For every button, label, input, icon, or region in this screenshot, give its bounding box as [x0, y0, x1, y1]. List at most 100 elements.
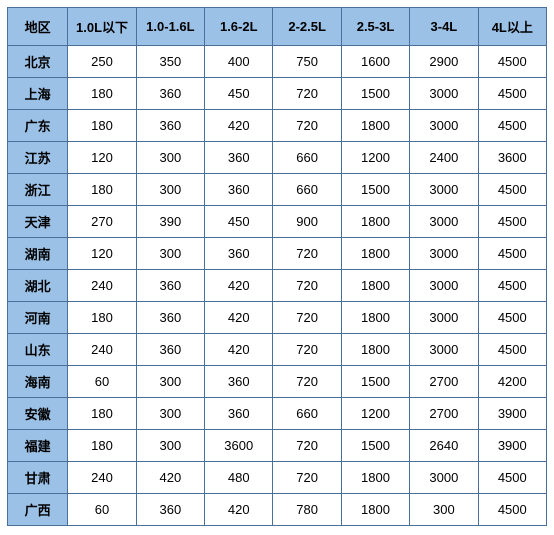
data-cell: 360 — [136, 270, 204, 302]
col-header: 1.0-1.6L — [136, 8, 204, 46]
data-cell: 3000 — [410, 302, 478, 334]
data-cell: 180 — [68, 78, 136, 110]
table-row: 福建1803003600720150026403900 — [8, 430, 547, 462]
data-cell: 420 — [205, 110, 273, 142]
table-row: 湖南120300360720180030004500 — [8, 238, 547, 270]
data-cell: 3000 — [410, 174, 478, 206]
table-row: 山东240360420720180030004500 — [8, 334, 547, 366]
region-cell: 湖北 — [8, 270, 68, 302]
data-cell: 180 — [68, 398, 136, 430]
region-cell: 上海 — [8, 78, 68, 110]
data-cell: 300 — [136, 398, 204, 430]
data-cell: 1500 — [341, 78, 409, 110]
region-cell: 福建 — [8, 430, 68, 462]
data-cell: 750 — [273, 46, 341, 78]
col-header: 2.5-3L — [341, 8, 409, 46]
data-cell: 4500 — [478, 174, 546, 206]
data-cell: 450 — [205, 206, 273, 238]
data-cell: 1800 — [341, 238, 409, 270]
data-cell: 360 — [205, 142, 273, 174]
data-cell: 300 — [136, 366, 204, 398]
data-cell: 240 — [68, 334, 136, 366]
data-cell: 360 — [205, 398, 273, 430]
table-row: 河南180360420720180030004500 — [8, 302, 547, 334]
data-cell: 420 — [205, 334, 273, 366]
region-cell: 北京 — [8, 46, 68, 78]
data-cell: 360 — [136, 334, 204, 366]
region-cell: 天津 — [8, 206, 68, 238]
col-header: 地区 — [8, 8, 68, 46]
data-cell: 400 — [205, 46, 273, 78]
data-cell: 720 — [273, 110, 341, 142]
data-cell: 720 — [273, 270, 341, 302]
data-cell: 660 — [273, 398, 341, 430]
data-cell: 360 — [205, 238, 273, 270]
data-cell: 720 — [273, 430, 341, 462]
data-cell: 3900 — [478, 398, 546, 430]
data-cell: 4500 — [478, 270, 546, 302]
col-header: 4L以上 — [478, 8, 546, 46]
col-header: 1.0L以下 — [68, 8, 136, 46]
data-cell: 360 — [136, 302, 204, 334]
data-cell: 1800 — [341, 462, 409, 494]
data-cell: 3900 — [478, 430, 546, 462]
table-row: 广西6036042078018003004500 — [8, 494, 547, 526]
data-cell: 360 — [136, 494, 204, 526]
data-cell: 4500 — [478, 206, 546, 238]
data-cell: 720 — [273, 334, 341, 366]
data-cell: 3000 — [410, 238, 478, 270]
region-cell: 海南 — [8, 366, 68, 398]
data-cell: 60 — [68, 494, 136, 526]
region-cell: 广西 — [8, 494, 68, 526]
table-row: 甘肃240420480720180030004500 — [8, 462, 547, 494]
table-row: 江苏120300360660120024003600 — [8, 142, 547, 174]
data-cell: 300 — [136, 142, 204, 174]
data-cell: 4200 — [478, 366, 546, 398]
data-cell: 4500 — [478, 78, 546, 110]
data-cell: 4500 — [478, 46, 546, 78]
data-cell: 660 — [273, 174, 341, 206]
table-body: 北京250350400750160029004500上海180360450720… — [8, 46, 547, 526]
data-cell: 3000 — [410, 462, 478, 494]
data-cell: 900 — [273, 206, 341, 238]
data-cell: 660 — [273, 142, 341, 174]
table-header-row: 地区1.0L以下1.0-1.6L1.6-2L2-2.5L2.5-3L3-4L4L… — [8, 8, 547, 46]
data-cell: 3000 — [410, 110, 478, 142]
data-cell: 420 — [205, 302, 273, 334]
data-cell: 780 — [273, 494, 341, 526]
data-cell: 350 — [136, 46, 204, 78]
data-cell: 250 — [68, 46, 136, 78]
data-cell: 3000 — [410, 206, 478, 238]
data-cell: 1800 — [341, 270, 409, 302]
data-cell: 1500 — [341, 430, 409, 462]
col-header: 3-4L — [410, 8, 478, 46]
data-cell: 2640 — [410, 430, 478, 462]
data-cell: 4500 — [478, 462, 546, 494]
data-cell: 1800 — [341, 302, 409, 334]
table-row: 广东180360420720180030004500 — [8, 110, 547, 142]
data-cell: 1600 — [341, 46, 409, 78]
data-cell: 180 — [68, 430, 136, 462]
region-cell: 湖南 — [8, 238, 68, 270]
data-cell: 1500 — [341, 366, 409, 398]
data-cell: 1800 — [341, 334, 409, 366]
data-cell: 4500 — [478, 334, 546, 366]
data-cell: 390 — [136, 206, 204, 238]
data-cell: 180 — [68, 302, 136, 334]
col-header: 2-2.5L — [273, 8, 341, 46]
data-cell: 1800 — [341, 206, 409, 238]
data-cell: 1800 — [341, 494, 409, 526]
data-cell: 180 — [68, 110, 136, 142]
data-cell: 720 — [273, 238, 341, 270]
data-cell: 3000 — [410, 78, 478, 110]
data-cell: 450 — [205, 78, 273, 110]
data-cell: 360 — [205, 174, 273, 206]
data-cell: 720 — [273, 462, 341, 494]
table-row: 北京250350400750160029004500 — [8, 46, 547, 78]
data-cell: 1500 — [341, 174, 409, 206]
data-cell: 1800 — [341, 110, 409, 142]
data-cell: 360 — [136, 78, 204, 110]
data-cell: 720 — [273, 302, 341, 334]
data-cell: 4500 — [478, 302, 546, 334]
data-cell: 3600 — [478, 142, 546, 174]
